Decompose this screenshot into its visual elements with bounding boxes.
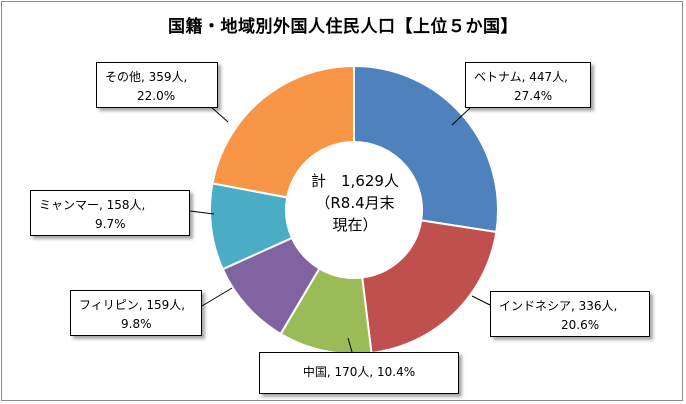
label-myanmar-line1: ミャンマー, 158人, [39,198,146,212]
label-vietnam-line1: ベトナム, 447人, [474,70,568,84]
leader-line-other [209,105,229,123]
label-philippines-line2: 9.8% [121,317,152,331]
label-philippines-line1: フィリピン, 159人, [79,298,186,312]
label-indonesia-line2: 20.6% [561,318,600,332]
center-total-line1: 計 1,629人 [311,172,399,190]
leader-line-myanmar [189,210,215,215]
label-vietnam-line2: 27.4% [514,89,553,103]
center-total-line2: （R8.4月末 [315,194,395,212]
leader-line-china [347,337,353,353]
label-other-line1: その他, 359人, [105,70,188,84]
leader-line-philippines [201,287,233,307]
label-china: 中国, 170人, 10.4% [259,352,459,394]
label-philippines: フィリピン, 159人, 9.8% [70,290,202,336]
label-myanmar-line2: 9.7% [95,217,126,231]
center-total-line3: 現在） [332,216,378,234]
label-myanmar: ミャンマー, 158人, 9.7% [30,190,190,236]
label-other-line2: 22.0% [137,89,176,103]
label-vietnam: ベトナム, 447人, 27.4% [465,62,591,108]
center-total: 計 1,629人 （R8.4月末 現在） [290,170,420,236]
leader-line-vietnam [451,107,471,126]
leader-line-indonesia [471,295,491,306]
chart-title: 国籍・地域別外国人住民人口【上位５か国】 [168,17,518,37]
label-china-line1: 中国, 170人, 10.4% [302,365,416,379]
slice-indonesia [361,219,498,355]
label-other: その他, 359人, 22.0% [96,62,218,108]
slice-vietnam [353,64,499,234]
slice-other [211,64,355,199]
label-indonesia-line1: インドネシア, 336人, [499,299,618,313]
label-indonesia: インドネシア, 336人, 20.6% [490,291,650,337]
